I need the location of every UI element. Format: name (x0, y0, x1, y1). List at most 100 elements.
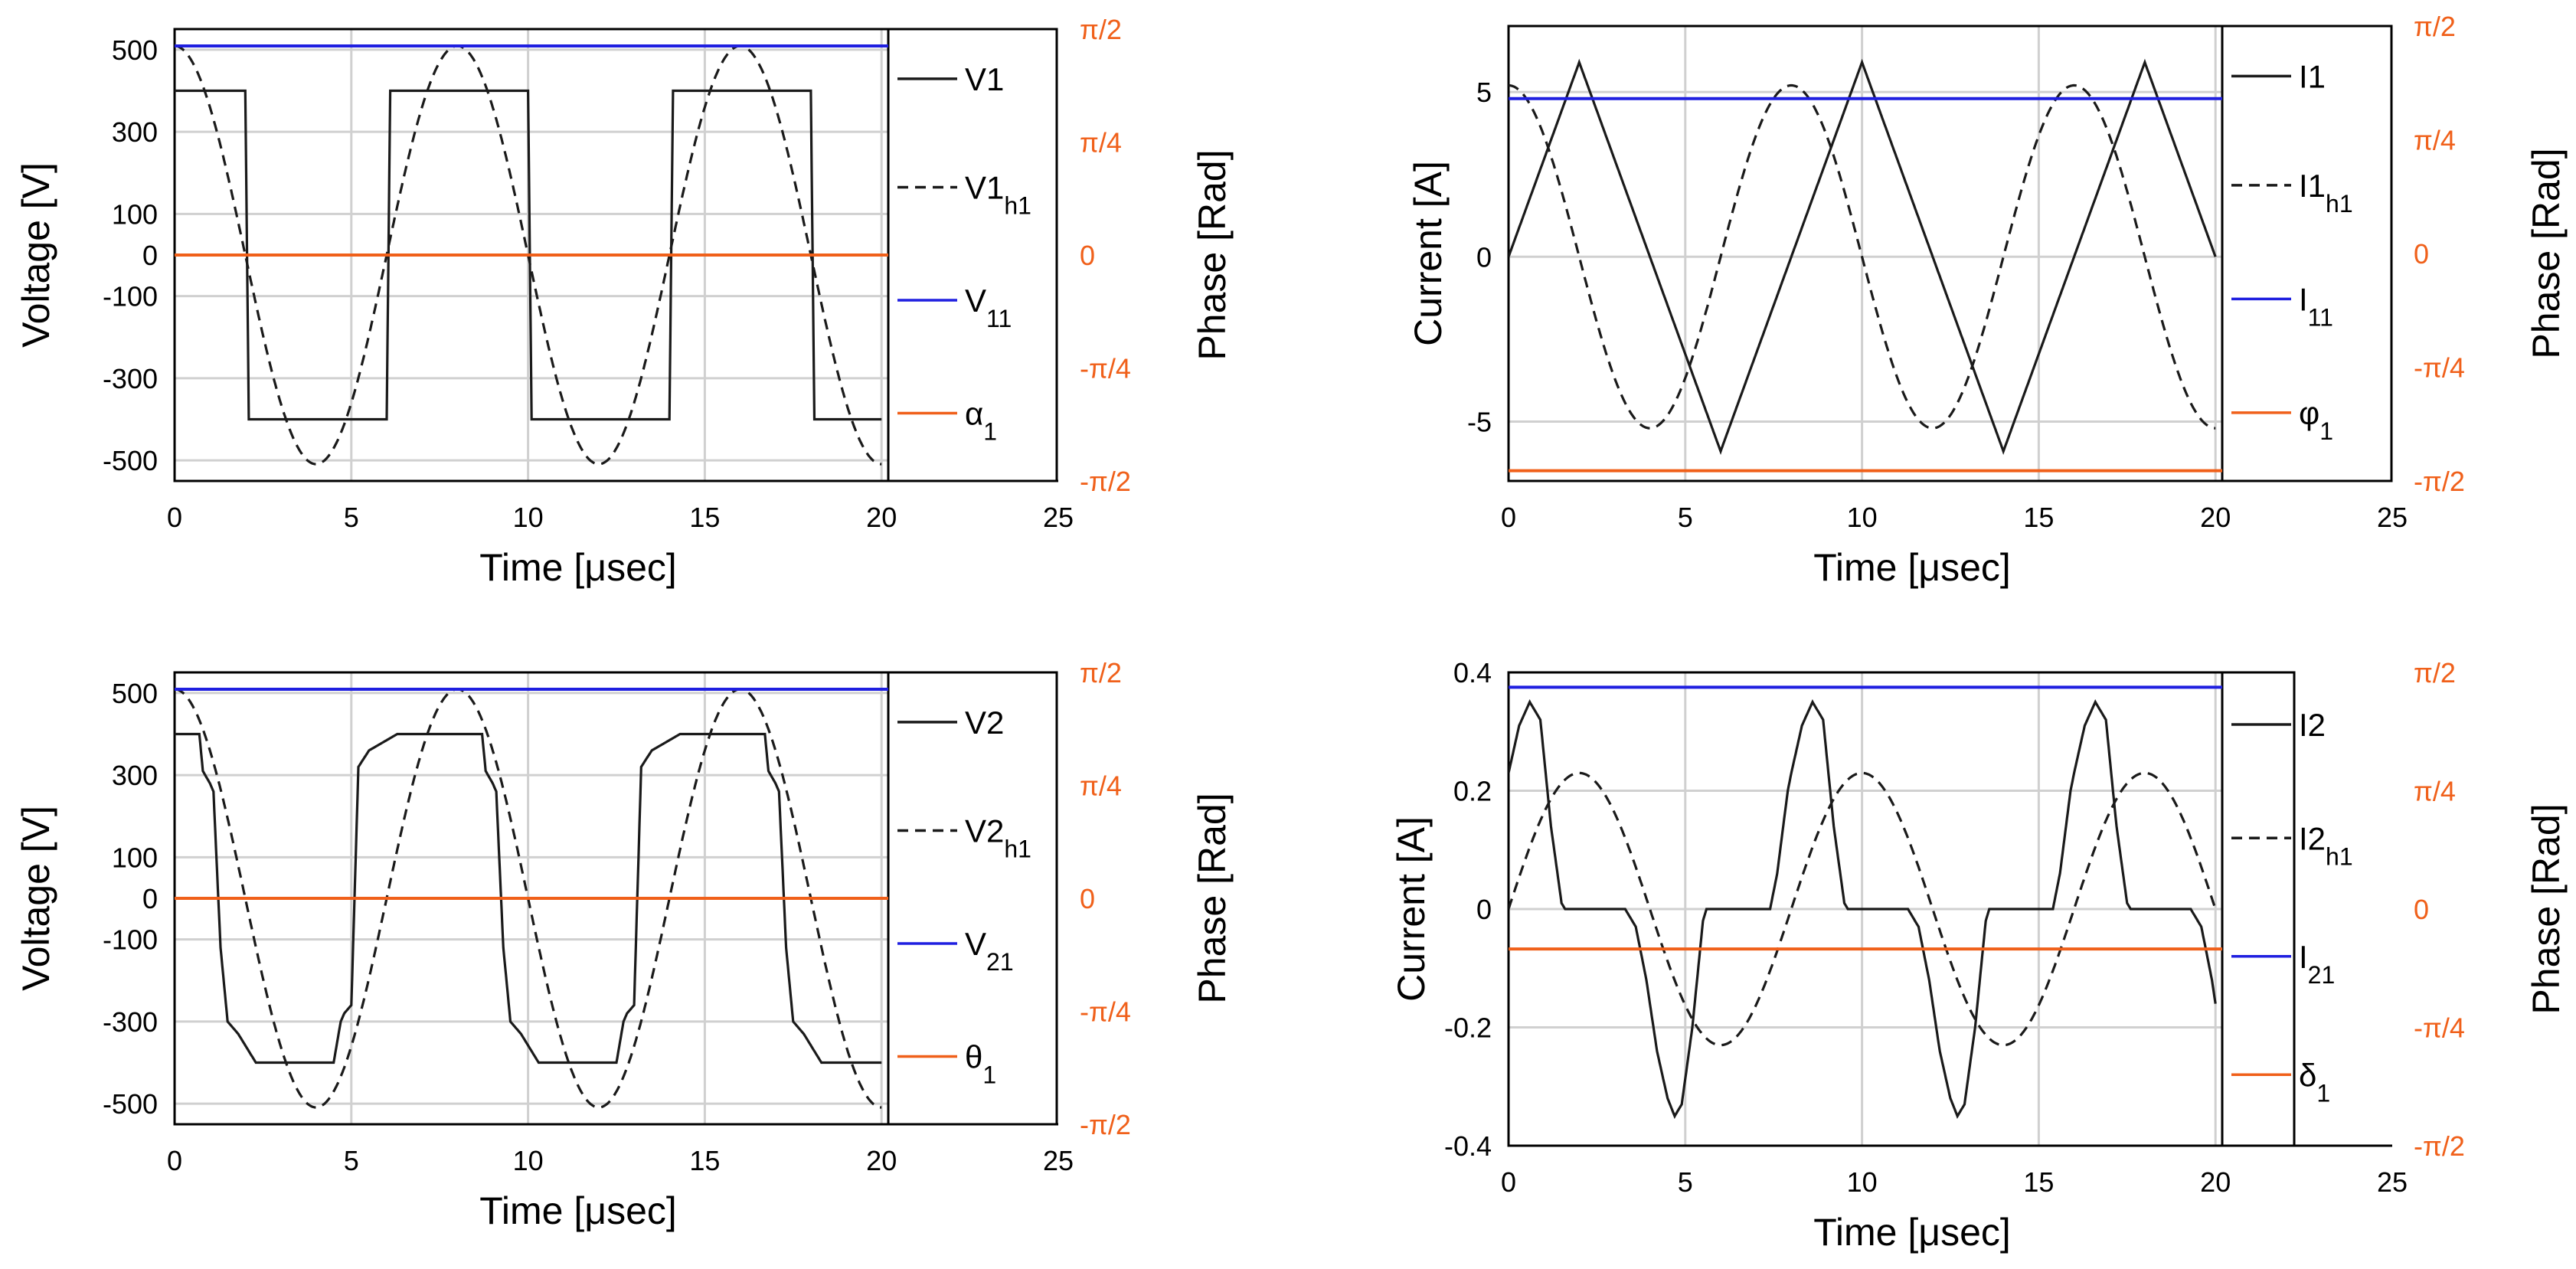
y-tick-label: 300 (112, 760, 158, 791)
x-tick-label: 5 (344, 502, 359, 533)
x-tick-label: 20 (866, 1145, 897, 1176)
y-tick-label: -500 (103, 1088, 158, 1120)
series-line-v1 (175, 89, 882, 421)
phase-tick-label: -π/2 (1080, 1109, 1131, 1140)
series-line-i1-h1 (1509, 83, 2216, 430)
x-tick-label: 25 (2377, 502, 2408, 533)
y-tick-label: 0 (1476, 241, 1492, 273)
x-tick-label: 20 (2200, 502, 2231, 533)
phase-tick-label: π/4 (1080, 770, 1122, 802)
x-tick-label: 15 (689, 502, 720, 533)
legend-box (887, 671, 1058, 1126)
phase-tick-label: -π/2 (2414, 466, 2465, 497)
series-line-i1 (1509, 58, 2217, 456)
legend-label: I2 (2299, 707, 2326, 743)
x-tick-label: 5 (1678, 1166, 1693, 1198)
y-tick-label: 5 (1476, 77, 1492, 108)
legend-label: V2 (965, 705, 1004, 741)
x-tick-label: 25 (1043, 1145, 1074, 1176)
x-tick-label: 0 (1501, 502, 1516, 533)
x-tick-label: 5 (1678, 502, 1693, 533)
x-tick-label: 5 (344, 1145, 359, 1176)
legend-label: I2h1 (2299, 820, 2353, 870)
y-tick-label: 0 (1476, 894, 1492, 925)
y-axis-label: Current [A] (1407, 161, 1450, 346)
phase-tick-label: 0 (2414, 238, 2429, 270)
x-tick-label: 25 (1043, 502, 1074, 533)
phase-tick-label: -π/4 (2414, 352, 2465, 384)
y-tick-label: -100 (103, 281, 158, 312)
x-tick-label: 0 (167, 1145, 182, 1176)
phase-tick-label: π/4 (1080, 127, 1122, 159)
phase-tick-label: 0 (2414, 894, 2429, 925)
x-tick-label: 10 (513, 502, 544, 533)
phase-tick-label: π/4 (2414, 776, 2456, 807)
x-tick-label: 0 (1501, 1166, 1516, 1198)
phase-tick-label: π/2 (2414, 657, 2456, 688)
y-tick-label: 300 (112, 116, 158, 148)
y-tick-label: -500 (103, 445, 158, 476)
y-axis-label: Voltage [V] (15, 806, 57, 991)
plot-area-frame (1507, 25, 2224, 482)
chart-panel-4: 0 5 10 15 20 25 Time [μsec] 0.4 0.2 0 -0.2 -0.4 Curr… (1390, 657, 2568, 1254)
phase-tick-label: 0 (1080, 240, 1095, 271)
legend-box (887, 28, 1058, 482)
phase-axis-label: Phase [Rad] (1191, 149, 1234, 360)
x-axis-label: Time [μsec] (1813, 1211, 2011, 1254)
chart-panel-1: 0 5 10 15 20 25 Time [μsec] 500 300 100 0 -100 -300 -… (15, 14, 1234, 589)
series-line-i2 (1509, 699, 2217, 1120)
chart-panel-3: 0 5 10 15 20 25 Time [μsec] 500 300 100 0 -100 -300 -… (15, 657, 1234, 1232)
x-tick-label: 10 (513, 1145, 544, 1176)
phase-tick-label: π/2 (1080, 14, 1122, 45)
phase-tick-label: -π/4 (1080, 996, 1131, 1028)
legend-label: V1 (965, 61, 1004, 97)
phase-tick-label: π/4 (2414, 125, 2456, 156)
y-tick-label: -5 (1467, 407, 1492, 438)
y-tick-label: 100 (112, 842, 158, 873)
series-line-v2 (175, 732, 882, 1065)
x-tick-label: 0 (167, 502, 182, 533)
phase-axis-label: Phase [Rad] (1191, 793, 1234, 1003)
legend-label: I21 (2299, 939, 2335, 989)
phase-axis-label: Phase [Rad] (2525, 803, 2568, 1014)
phase-tick-label: -π/2 (1080, 466, 1131, 497)
x-tick-label: 10 (1847, 502, 1878, 533)
legend-box (2221, 25, 2393, 482)
phase-tick-label: π/2 (1080, 657, 1122, 688)
x-tick-label: 25 (2377, 1166, 2408, 1198)
x-axis-label: Time [μsec] (479, 1189, 677, 1232)
y-tick-label: 0 (142, 240, 158, 271)
legend-box (2221, 671, 2296, 1147)
y-tick-label: -100 (103, 924, 158, 956)
legend-label: I1 (2299, 58, 2326, 94)
x-tick-label: 20 (2200, 1166, 2231, 1198)
x-tick-label: 15 (2023, 1166, 2054, 1198)
legend-label: δ1 (2299, 1057, 2330, 1107)
phase-tick-label: -π/4 (2414, 1012, 2465, 1044)
x-axis-label: Time [μsec] (1813, 546, 2011, 589)
y-axis-label: Voltage [V] (15, 162, 57, 348)
y-tick-label: 0.2 (1453, 776, 1492, 807)
y-tick-label: 0.4 (1453, 657, 1492, 688)
chart-panel-2: 0 5 10 15 20 25 Time [μsec] 5 0 -5 Current [A] π/2 π… (1407, 11, 2568, 589)
y-tick-label: 100 (112, 198, 158, 230)
y-tick-label: 500 (112, 34, 158, 66)
y-tick-label: -0.2 (1444, 1012, 1492, 1044)
phase-tick-label: -π/4 (1080, 353, 1131, 384)
y-tick-label: -300 (103, 363, 158, 394)
x-tick-label: 15 (2023, 502, 2054, 533)
y-tick-label: -300 (103, 1006, 158, 1038)
y-tick-label: 500 (112, 678, 158, 709)
x-axis-label: Time [μsec] (479, 546, 677, 589)
phase-tick-label: 0 (1080, 883, 1095, 914)
x-tick-label: 10 (1847, 1166, 1878, 1198)
y-axis-label: Current [A] (1390, 816, 1433, 1002)
y-tick-label: 0 (142, 883, 158, 914)
phase-axis-label: Phase [Rad] (2525, 148, 2568, 358)
x-tick-label: 15 (689, 1145, 720, 1176)
y-tick-label: -0.4 (1444, 1130, 1492, 1162)
x-tick-label: 20 (866, 502, 897, 533)
phase-tick-label: -π/2 (2414, 1130, 2465, 1162)
phase-tick-label: π/2 (2414, 11, 2456, 42)
